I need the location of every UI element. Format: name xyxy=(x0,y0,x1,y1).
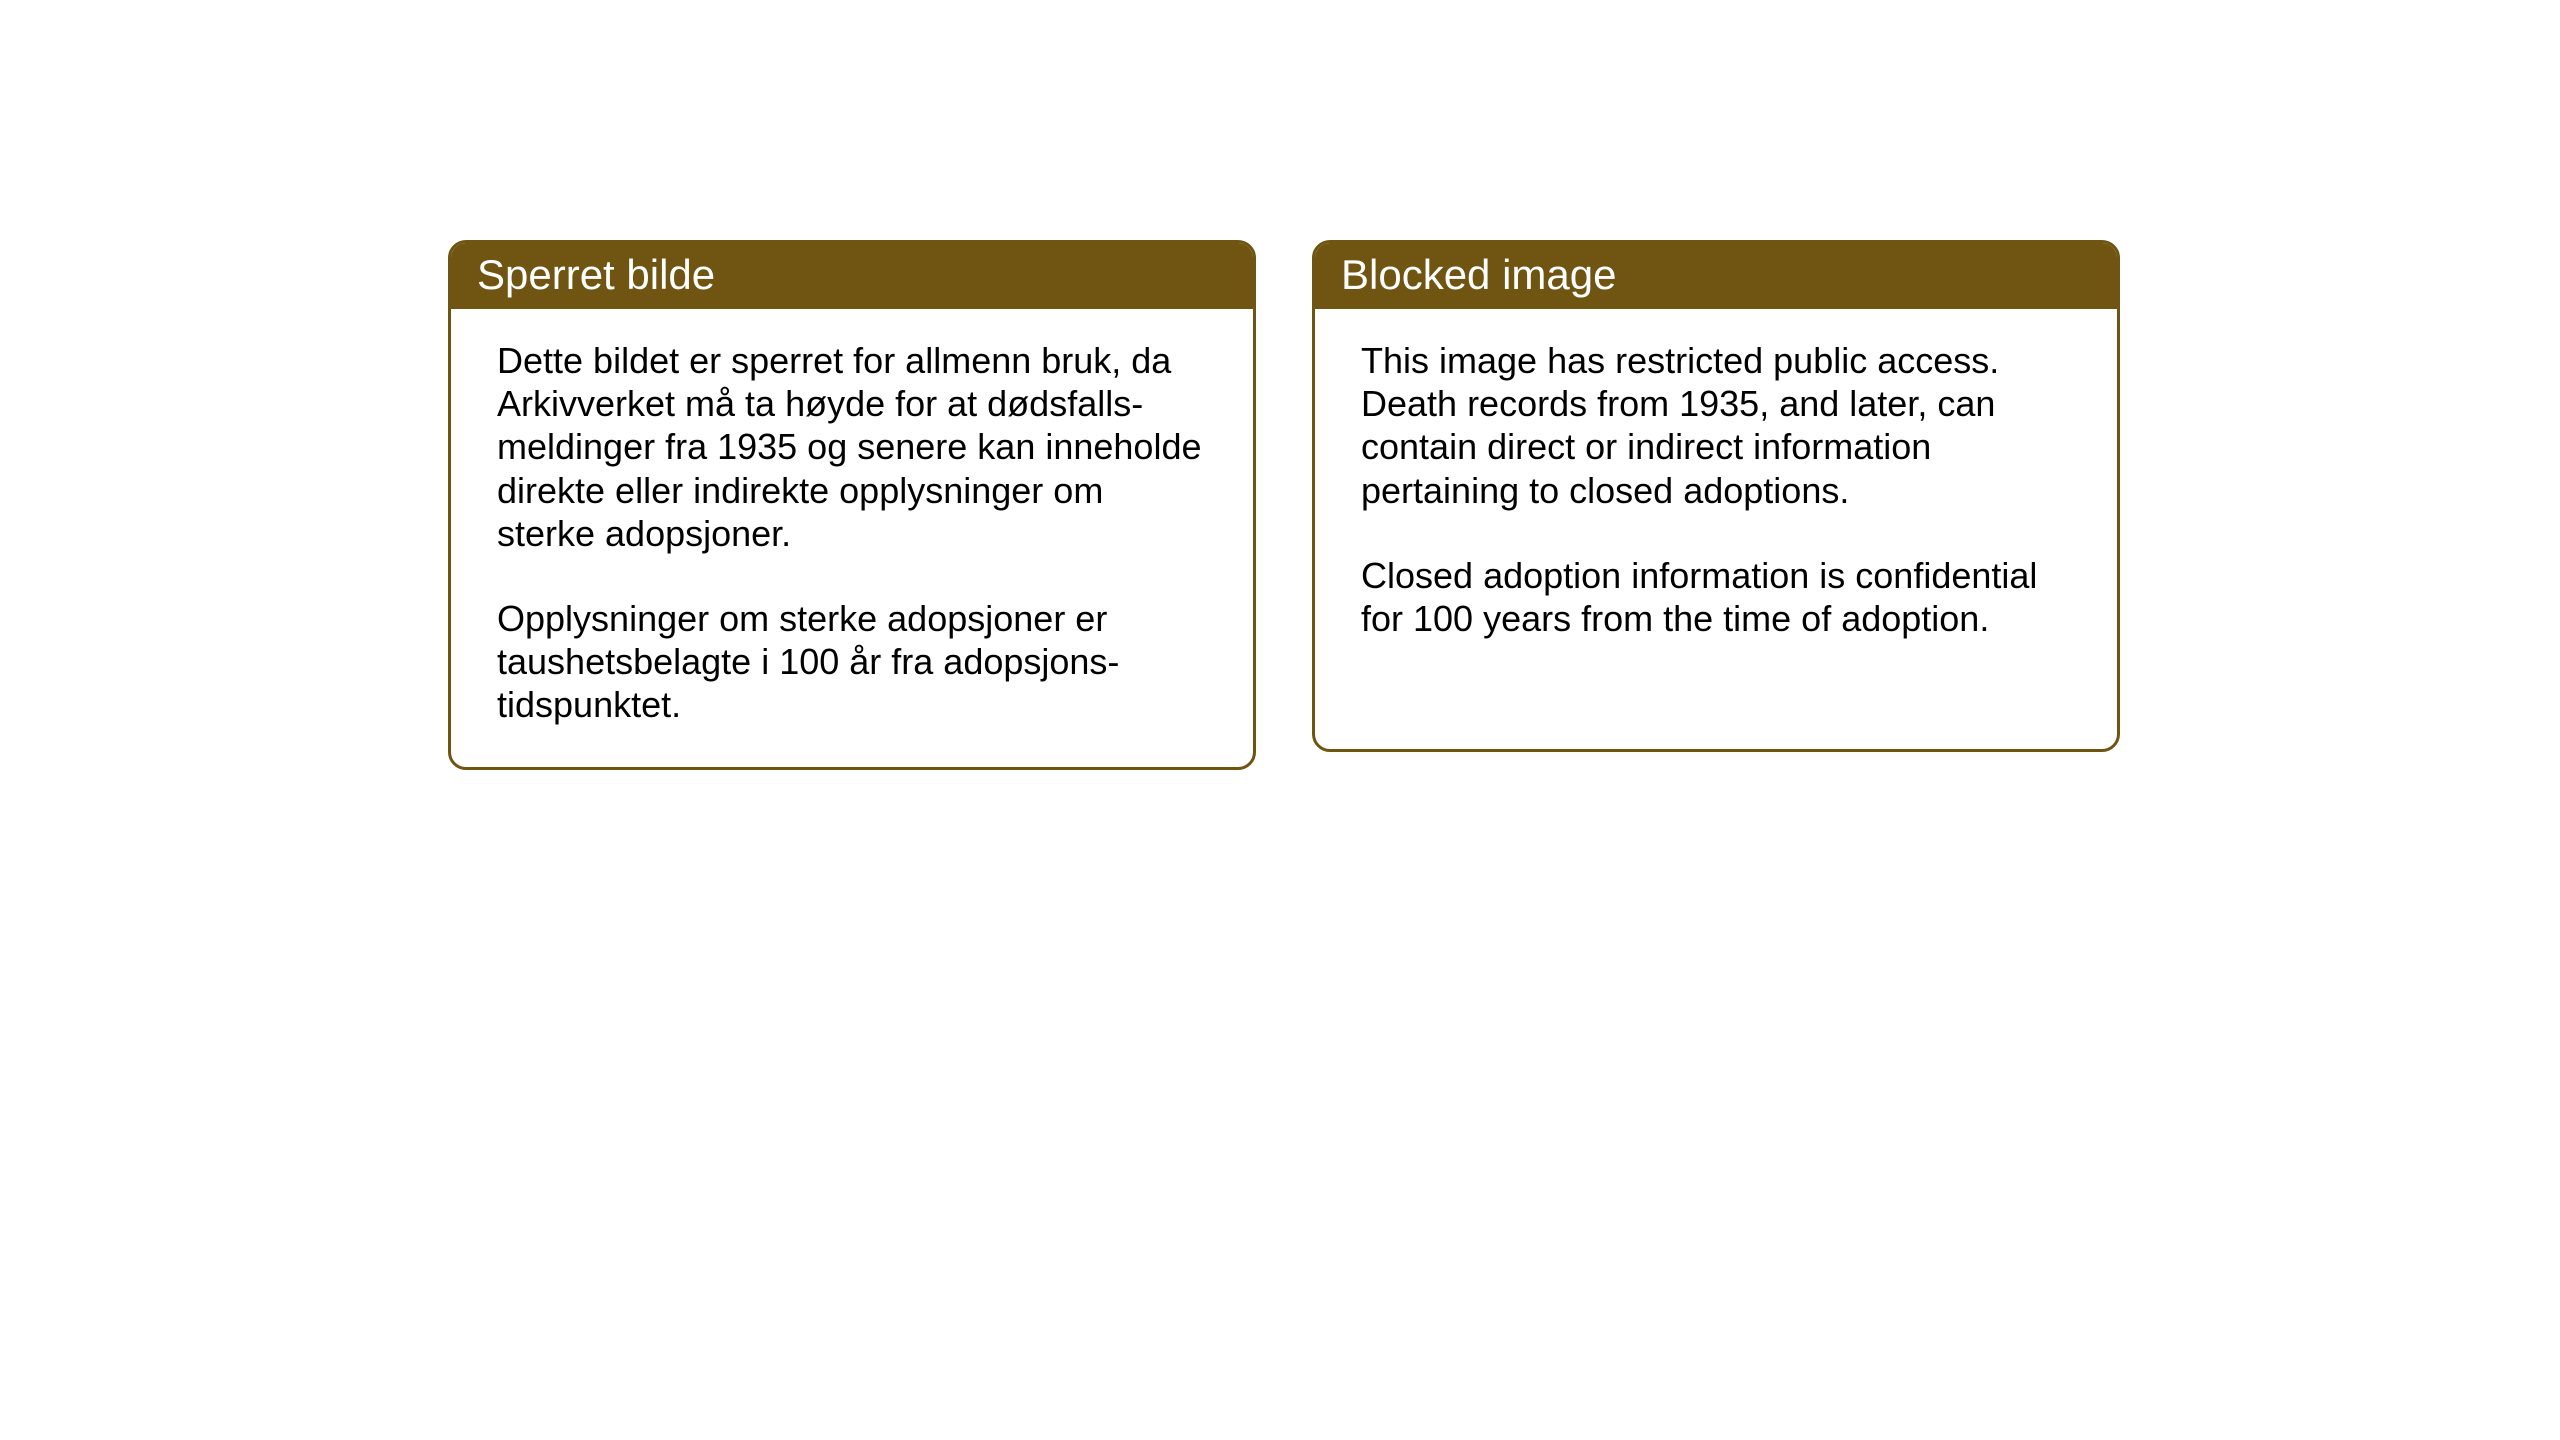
notice-card-english: Blocked image This image has restricted … xyxy=(1312,240,2120,752)
card-body-english: This image has restricted public access.… xyxy=(1315,309,2117,680)
card-header-english: Blocked image xyxy=(1315,243,2117,309)
paragraph-english-2: Closed adoption information is confident… xyxy=(1361,554,2071,640)
card-header-norwegian: Sperret bilde xyxy=(451,243,1253,309)
notice-container: Sperret bilde Dette bildet er sperret fo… xyxy=(448,240,2120,770)
notice-card-norwegian: Sperret bilde Dette bildet er sperret fo… xyxy=(448,240,1256,770)
card-body-norwegian: Dette bildet er sperret for allmenn bruk… xyxy=(451,309,1253,767)
paragraph-norwegian-2: Opplysninger om sterke adopsjoner er tau… xyxy=(497,597,1207,727)
paragraph-norwegian-1: Dette bildet er sperret for allmenn bruk… xyxy=(497,339,1207,555)
paragraph-english-1: This image has restricted public access.… xyxy=(1361,339,2071,512)
